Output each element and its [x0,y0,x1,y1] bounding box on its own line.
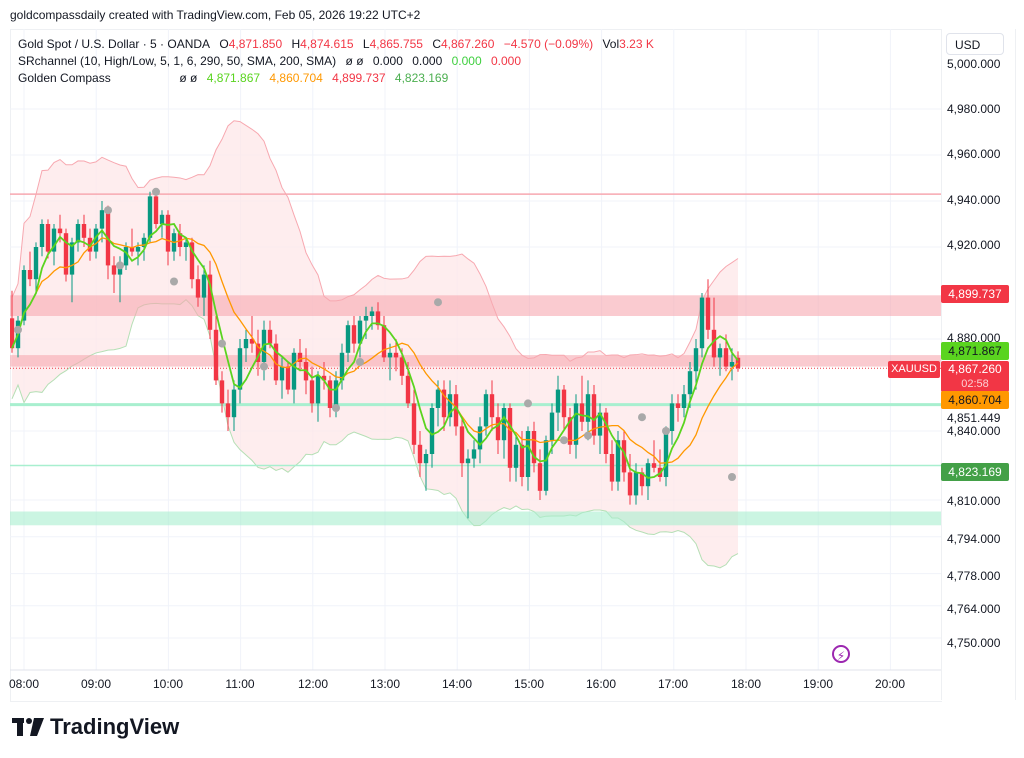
lower-band-price-label: 4,823.169 [941,463,1009,481]
fast-ma-price-label: 4,871.867 [941,342,1009,360]
x-tick: 10:00 [152,677,184,691]
upper-band-price-label: 4,899.737 [941,285,1009,303]
golden-compass-slow-ma: 4,860.704 [269,71,323,85]
volume-value: 3.23 K [619,37,654,51]
y-tick: 4,880.000 [947,331,1001,345]
support-level-label: 4,851.449 [947,411,1001,425]
srchannel-value-2: 0.000 [412,54,443,68]
symbol-tag: XAUUSD [888,361,940,378]
close-label: C [432,37,441,51]
slow-ma-price-label: 4,860.704 [941,391,1009,409]
y-tick: 4,810.000 [947,494,1001,508]
y-tick: 4,980.000 [947,102,1001,116]
srchannel-value-3: 0.000 [451,54,482,68]
symbol-legend-row[interactable]: Gold Spot / U.S. Dollar · 5 · OANDA O4,8… [18,36,654,53]
x-tick: 17:00 [657,677,689,691]
tradingview-logo-icon [12,718,44,736]
golden-compass-upper-band: 4,899.737 [332,71,386,85]
x-tick: 09:00 [80,677,112,691]
tradingview-logo-text: TradingView [50,714,180,739]
last-price-label: 4,867.260 02:58 [941,361,1009,392]
high-label: H [291,37,301,51]
y-tick: 4,764.000 [947,602,1001,616]
y-tick: 4,940.000 [947,193,1001,207]
chart-credit: goldcompassdaily created with TradingVie… [10,8,421,22]
golden-compass-legend-row[interactable]: Golden Compass ø ø 4,871.867 4,860.704 4… [18,70,654,87]
golden-compass-name: Golden Compass [18,71,111,85]
volume-label: Vol [602,37,620,51]
change-value: −4.570 (−0.09%) [503,37,594,51]
x-tick: 12:00 [297,677,329,691]
y-tick: 4,750.000 [947,636,1001,650]
high-value: 4,874.615 [300,37,354,51]
y-tick: 5,000.000 [947,57,1001,71]
golden-compass-fast-ma: 4,871.867 [206,71,261,85]
chart-legend: Gold Spot / U.S. Dollar · 5 · OANDA O4,8… [18,36,654,87]
open-value: 4,871.850 [228,37,283,51]
open-label: O [219,37,229,51]
x-tick: 16:00 [585,677,617,691]
x-tick: 11:00 [225,677,255,691]
srchannel-value-1: 0.000 [372,54,403,68]
close-value: 4,867.260 [440,37,495,51]
y-tick: 4,778.000 [947,569,1001,583]
x-tick: 13:00 [369,677,401,691]
tradingview-logo[interactable]: TradingView [12,714,179,740]
golden-compass-lower-band: 4,823.169 [394,71,449,85]
y-tick: 4,920.000 [947,238,1001,252]
bar-countdown: 02:58 [961,378,989,390]
currency-selector[interactable]: USD [946,33,1004,55]
lightning-icon[interactable]: ⚡ [832,645,850,663]
y-tick: 4,840.000 [947,424,1001,438]
symbol-name: Gold Spot / U.S. Dollar · 5 · OANDA [18,37,211,51]
srchannel-legend-row[interactable]: SRchannel (10, High/Low, 5, 1, 6, 290, 5… [18,53,654,70]
srchannel-value-4: 0.000 [491,54,522,68]
low-value: 4,865.755 [369,37,423,51]
y-tick: 4,960.000 [947,147,1001,161]
y-tick: 4,794.000 [947,532,1001,546]
x-tick: 18:00 [730,677,762,691]
x-tick: 15:00 [513,677,545,691]
golden-compass-flags: ø ø [179,71,198,85]
x-tick: 20:00 [874,677,906,691]
last-price-value: 4,867.260 [948,362,1002,376]
x-tick: 14:00 [441,677,473,691]
low-label: L [362,37,370,51]
candlestick-chart[interactable] [10,29,941,700]
srchannel-name: SRchannel (10, High/Low, 5, 1, 6, 290, 5… [18,54,337,68]
x-tick: 08:00 [8,677,40,691]
x-tick: 19:00 [802,677,834,691]
srchannel-flags: ø ø [345,54,364,68]
